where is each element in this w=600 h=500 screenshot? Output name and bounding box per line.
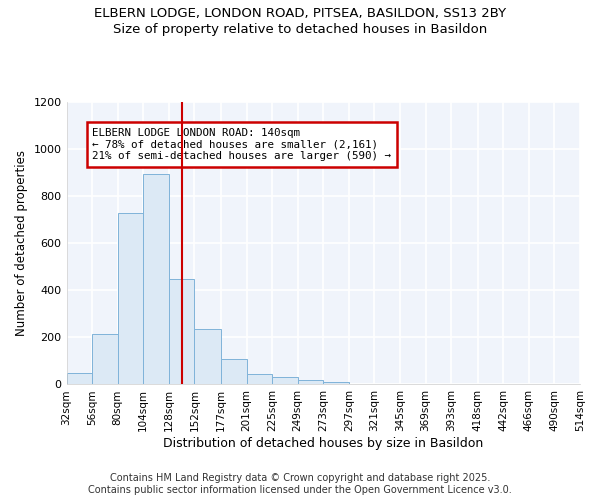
Y-axis label: Number of detached properties: Number of detached properties xyxy=(15,150,28,336)
Bar xyxy=(272,377,298,384)
Text: ELBERN LODGE LONDON ROAD: 140sqm
← 78% of detached houses are smaller (2,161)
21: ELBERN LODGE LONDON ROAD: 140sqm ← 78% o… xyxy=(92,128,391,161)
X-axis label: Distribution of detached houses by size in Basildon: Distribution of detached houses by size … xyxy=(163,437,484,450)
Bar xyxy=(247,374,272,384)
Bar xyxy=(194,329,221,384)
Bar xyxy=(92,334,118,384)
Bar xyxy=(143,174,169,384)
Bar xyxy=(67,372,92,384)
Bar xyxy=(298,380,323,384)
Text: Contains HM Land Registry data © Crown copyright and database right 2025.
Contai: Contains HM Land Registry data © Crown c… xyxy=(88,474,512,495)
Bar xyxy=(169,278,194,384)
Bar xyxy=(118,212,143,384)
Text: ELBERN LODGE, LONDON ROAD, PITSEA, BASILDON, SS13 2BY
Size of property relative : ELBERN LODGE, LONDON ROAD, PITSEA, BASIL… xyxy=(94,8,506,36)
Bar xyxy=(221,358,247,384)
Bar xyxy=(323,382,349,384)
